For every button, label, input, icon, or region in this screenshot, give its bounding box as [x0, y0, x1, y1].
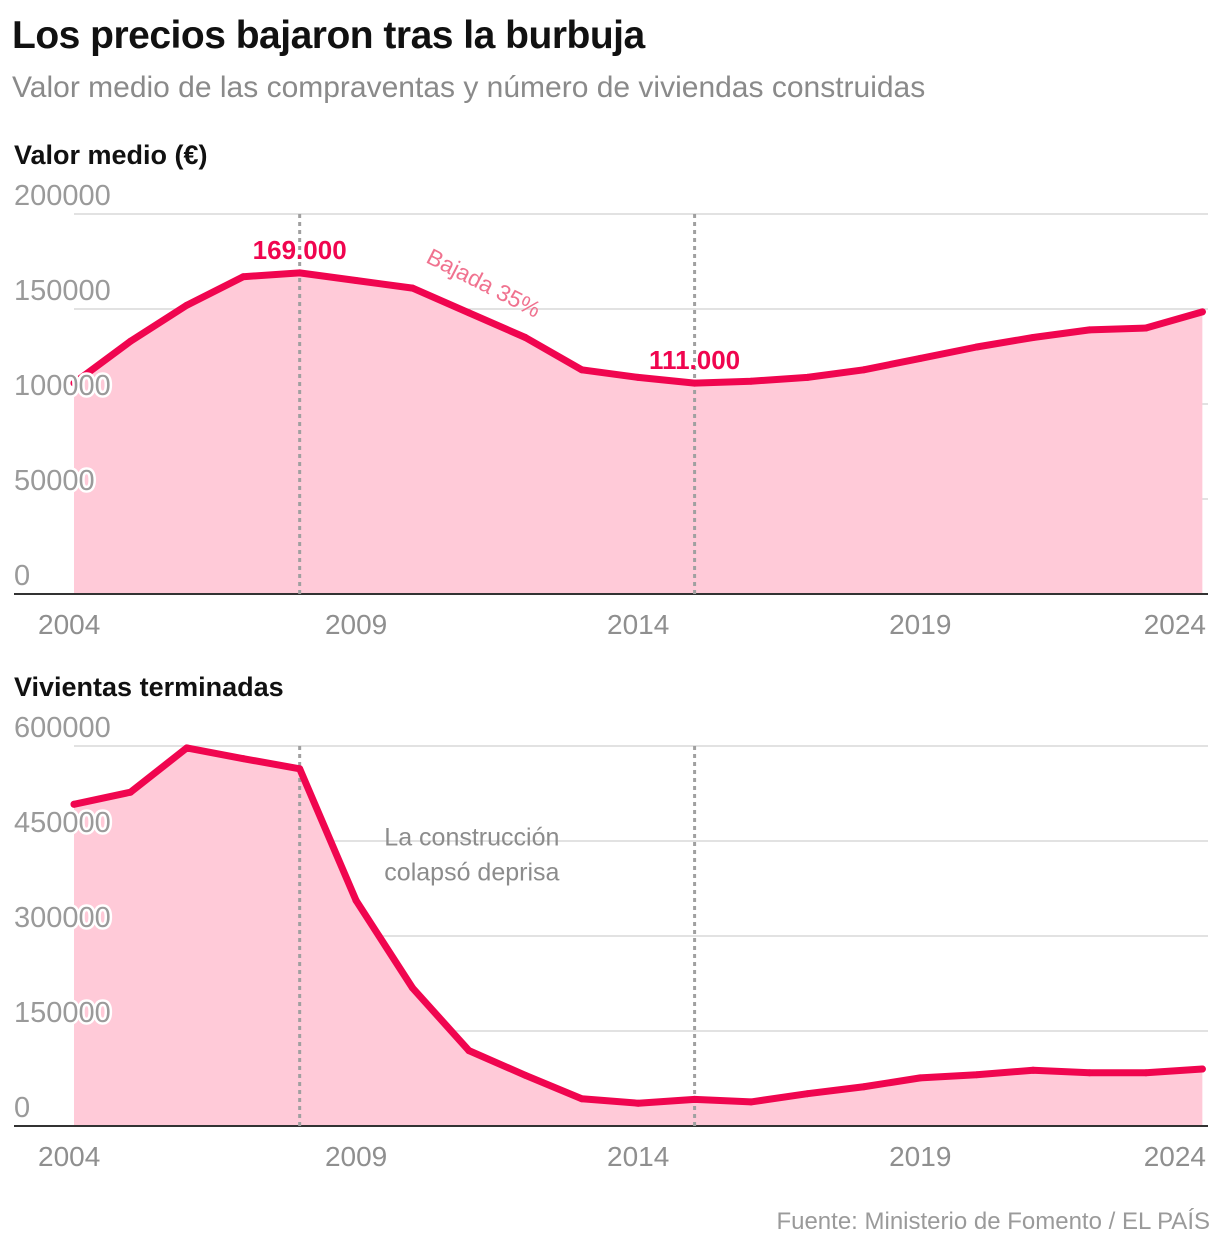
data-point-2016: [747, 1098, 755, 1106]
price-area-chart: 0 50000 100000 150000 200000 2004 2009 2014 2019…: [12, 178, 1208, 640]
x-tick-label: 2004: [38, 1141, 100, 1172]
chart-title-viviendas: Vivientas terminadas: [14, 672, 284, 702]
x-tick-label: 2009: [325, 1141, 387, 1172]
x-tick-label: 2019: [889, 1141, 951, 1172]
data-point-2016: [747, 377, 755, 385]
data-point-2008: [296, 269, 304, 277]
annotation-label: colapsó deprisa: [384, 858, 559, 886]
annotation-label: 111.000: [649, 345, 740, 375]
data-point-2004: [70, 800, 78, 808]
y-tick-label: 0: [14, 560, 30, 592]
x-tick-label: 2014: [607, 609, 669, 640]
data-point-2019: [916, 354, 924, 362]
data-point-2009: [352, 277, 360, 284]
y-tick-label: 100000: [14, 370, 111, 402]
data-point-2011: [465, 1047, 473, 1055]
data-point-2014: [634, 1099, 642, 1107]
housing-area-chart: 0 150000 300000 450000 600000 2004 2009 2014 201…: [12, 710, 1208, 1172]
data-point-2024: [1198, 1065, 1206, 1073]
chart-title-valor-medio: Valor medio (€): [14, 140, 208, 170]
x-tick-label: 2024: [1144, 609, 1206, 640]
data-point-2014: [634, 373, 642, 381]
x-tick-label: 2019: [889, 609, 951, 640]
x-tick-label: 2009: [325, 609, 387, 640]
data-point-2005: [126, 788, 134, 796]
data-point-2017: [803, 1090, 811, 1098]
data-point-2009: [352, 897, 360, 905]
annotation-label: 169.000: [253, 235, 347, 265]
y-tick-label: 200000: [14, 180, 111, 212]
data-point-2015: [691, 1095, 699, 1103]
data-point-2023: [1142, 324, 1150, 332]
data-point-2018: [860, 366, 868, 374]
data-point-2012: [521, 1071, 529, 1079]
data-point-2013: [578, 366, 586, 374]
data-point-2021: [1029, 1066, 1037, 1074]
data-point-2008: [296, 765, 304, 773]
data-point-2006: [183, 744, 191, 752]
data-point-2021: [1029, 334, 1037, 341]
y-tick-label: 0: [14, 1092, 30, 1124]
y-tick-label: 600000: [14, 712, 111, 744]
y-tick-label: 450000: [14, 807, 111, 839]
series-area-fill: [74, 747, 1203, 1126]
y-tick-label: 150000: [14, 275, 111, 307]
x-tick-label: 2004: [38, 609, 100, 640]
y-tick-label: 150000: [14, 997, 111, 1029]
data-point-2005: [126, 337, 134, 345]
data-point-2022: [1086, 1069, 1094, 1077]
source-credit: Fuente: Ministerio de Fomento / EL PAÍS: [776, 1208, 1210, 1235]
data-point-2007: [239, 755, 247, 763]
data-point-2011: [465, 309, 473, 317]
y-tick-label: 300000: [14, 902, 111, 934]
data-point-2006: [183, 301, 191, 309]
page-title: Los precios bajaron tras la burbuja: [12, 14, 645, 57]
data-point-2018: [860, 1083, 868, 1091]
data-point-2015: [691, 379, 699, 387]
data-point-2012: [521, 334, 529, 341]
data-point-2020: [973, 1071, 981, 1079]
x-tick-label: 2014: [607, 1141, 669, 1172]
x-tick-label: 2024: [1144, 1141, 1206, 1172]
page-subtitle: Valor medio de las compraventas y número…: [12, 71, 926, 104]
data-point-2024: [1198, 308, 1206, 316]
data-point-2010: [409, 984, 417, 992]
data-point-2019: [916, 1074, 924, 1082]
data-point-2020: [973, 343, 981, 351]
data-point-2017: [803, 373, 811, 381]
annotation-label: La construcción: [384, 823, 559, 851]
y-tick-label: 50000: [14, 465, 95, 497]
data-point-2004: [70, 379, 78, 387]
data-point-2022: [1086, 326, 1094, 334]
series-area-fill: [74, 272, 1203, 594]
data-point-2013: [578, 1095, 586, 1103]
data-point-2007: [239, 273, 247, 281]
data-point-2023: [1142, 1069, 1150, 1077]
data-point-2010: [409, 284, 417, 292]
